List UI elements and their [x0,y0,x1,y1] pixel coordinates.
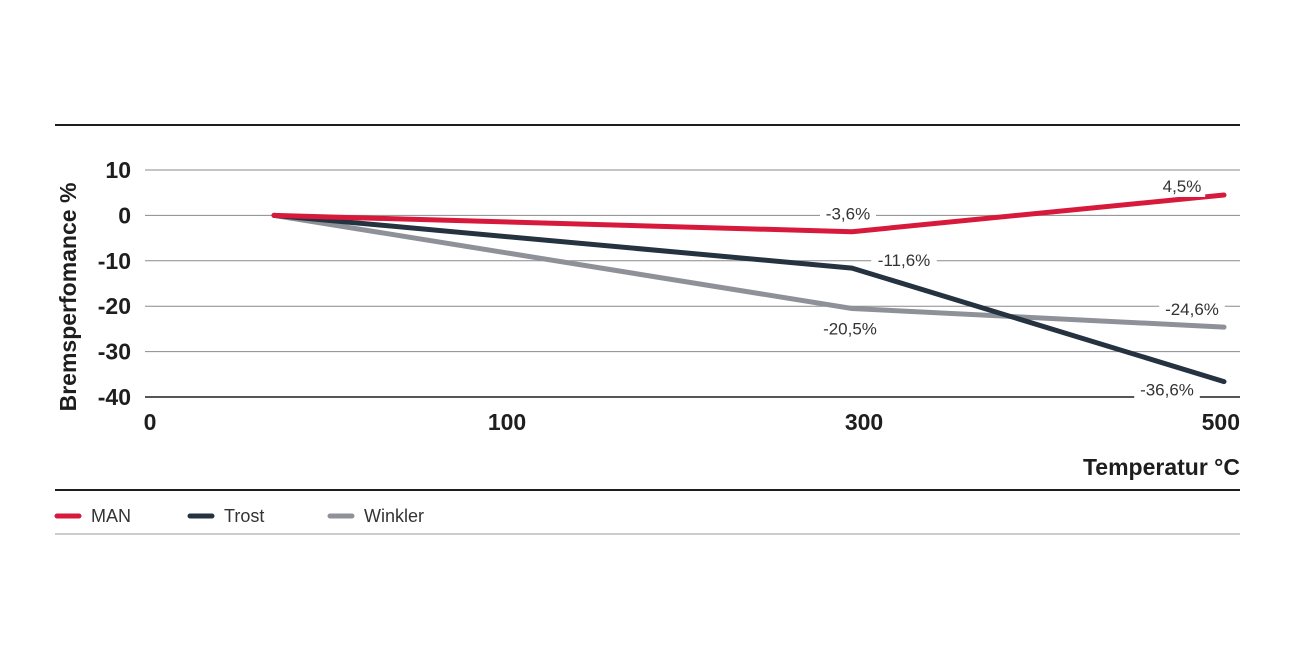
data-label-man: -3,6% [826,205,870,224]
y-tick-label: 10 [105,157,131,183]
legend-label-winkler: Winkler [364,506,424,526]
x-tick-label: 100 [488,409,526,435]
data-label-backdrop [1158,176,1206,197]
data-label-trost: -11,6% [878,251,931,270]
x-tick-label: 0 [144,409,157,435]
data-label-winkler: -24,6% [1165,300,1219,319]
series-line-winkler [271,212,1227,330]
x-tick-label: 300 [845,409,883,435]
data-label-backdrop [817,319,883,340]
y-tick-label: 0 [118,202,131,228]
legend-label-trost: Trost [224,506,264,526]
data-labels-layer: -3,6% 4,5% -11,6% -36,6% -20,5% -24,6% [817,176,1225,401]
data-label-backdrop [871,251,937,272]
x-axis-title: Temperatur °C [1083,454,1240,480]
y-tick-label: -20 [98,293,131,319]
legend-label-man: MAN [91,506,131,526]
data-label-backdrop [1134,380,1200,401]
y-axis-ticks: 10 0 -10 -20 -30 -40 [98,157,131,410]
x-axis-ticks: 0 100 300 500 [144,409,1240,435]
series-layer [271,192,1227,385]
data-label-backdrop [1159,300,1225,321]
x-tick-label: 500 [1202,409,1240,435]
data-label-man: 4,5% [1163,177,1202,196]
y-tick-label: -10 [98,248,131,274]
y-tick-label: -40 [98,384,131,410]
y-tick-label: -30 [98,339,131,365]
data-label-trost: -36,6% [1140,381,1194,400]
y-axis-title: Bremsperfomance % [55,183,81,412]
data-label-winkler: -20,5% [823,319,877,338]
legend: MAN Trost Winkler [54,506,424,526]
data-label-backdrop [820,204,876,225]
